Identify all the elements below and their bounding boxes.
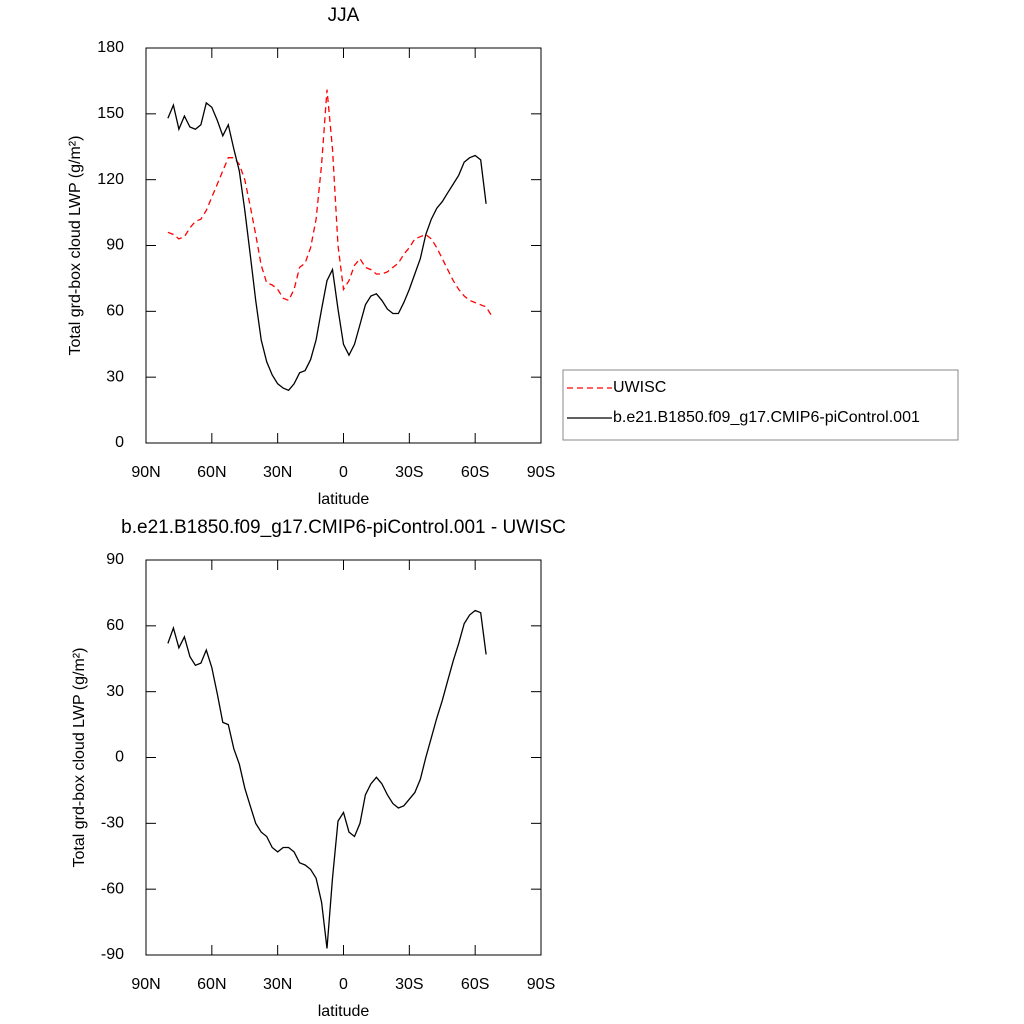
x-tick-label: 60N — [197, 976, 226, 993]
x-tick-label: 60S — [461, 464, 489, 481]
y-tick-label: 30 — [106, 683, 124, 700]
data-line — [167, 101, 487, 392]
x-tick-label: 0 — [339, 976, 348, 993]
x-tick-label: 90S — [527, 464, 555, 481]
chart-title: b.e21.B1850.f09_g17.CMIP6-piControl.001 … — [121, 517, 566, 538]
x-tick-label: 90N — [131, 976, 160, 993]
y-tick-label: 120 — [97, 171, 124, 188]
y-tick-label: 0 — [115, 749, 124, 766]
x-tick-label: 30N — [263, 976, 292, 993]
data-line — [167, 89, 493, 317]
x-tick-label: 60S — [461, 976, 489, 993]
y-tick-label: 90 — [106, 551, 124, 568]
x-tick-label: 30S — [395, 976, 423, 993]
legend-label: UWISC — [613, 379, 666, 396]
y-tick-label: 30 — [106, 368, 124, 385]
x-axis-label: latitude — [318, 1003, 370, 1020]
x-tick-label: 30N — [263, 464, 292, 481]
x-axis-label: latitude — [318, 491, 370, 508]
x-tick-label: 30S — [395, 464, 423, 481]
x-tick-label: 90S — [527, 976, 555, 993]
y-tick-label: 60 — [106, 617, 124, 634]
x-tick-label: 60N — [197, 464, 226, 481]
y-tick-label: -60 — [101, 880, 124, 897]
legend-box — [562, 369, 959, 441]
y-tick-label: 0 — [115, 434, 124, 451]
chart-title: JJA — [328, 5, 360, 26]
x-tick-label: 90N — [131, 464, 160, 481]
y-tick-label: -30 — [101, 815, 124, 832]
data-line — [167, 609, 487, 949]
legend-label: b.e21.B1850.f09_g17.CMIP6-piControl.001 — [613, 409, 920, 426]
y-tick-label: 90 — [106, 237, 124, 254]
y-axis-label: Total grd-box cloud LWP (g/m²) — [67, 136, 84, 356]
y-tick-label: 150 — [97, 105, 124, 122]
y-tick-label: 60 — [106, 303, 124, 320]
y-axis-label: Total grd-box cloud LWP (g/m²) — [71, 648, 88, 868]
y-tick-label: -90 — [101, 946, 124, 963]
x-tick-label: 0 — [339, 464, 348, 481]
y-tick-label: 180 — [97, 39, 124, 56]
